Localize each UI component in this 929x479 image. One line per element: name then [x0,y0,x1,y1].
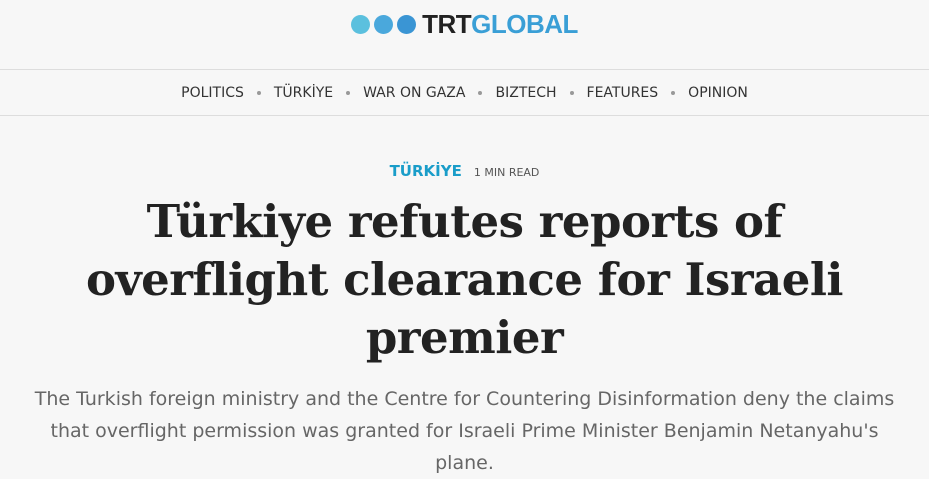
nav-item[interactable]: WAR ON GAZA [333,85,465,101]
header: TRTGLOBAL [0,0,929,70]
article-subtitle: The Turkish foreign ministry and the Cen… [34,388,895,474]
body: TRTGLOBAL POLITICS TÜRKİYE WAR ON GAZA BIZT… [0,0,929,411]
nav-item[interactable]: OPINION [658,85,748,101]
logo-dot [397,15,417,34]
nav-item[interactable]: BIZTECH [465,85,556,101]
logo-global: GLOBAL [471,9,578,39]
logo-text: TRTGLOBAL [422,9,578,40]
page: TRT Global article {"header":{"logo":{"p… [0,0,929,411]
category[interactable]: TÜRKİYE [389,162,462,180]
read-time: 1 MIN READ [473,166,540,179]
article-title: Türkiye refutes reports of overflight cl… [85,195,844,364]
logo-dot [374,15,394,34]
nav-item[interactable]: FEATURES [557,85,659,101]
nav-bar: POLITICS TÜRKİYE WAR ON GAZA BIZTECH FEATURE… [0,70,929,116]
article-meta: TÜRKİYE 1 MIN READ [0,161,929,181]
logo-trt: TRT [422,9,472,39]
nav-item[interactable]: POLITICS [181,84,244,101]
logo[interactable]: TRTGLOBAL [351,9,578,40]
logo-dot [351,15,371,34]
nav-item[interactable]: TÜRKİYE [244,85,333,101]
